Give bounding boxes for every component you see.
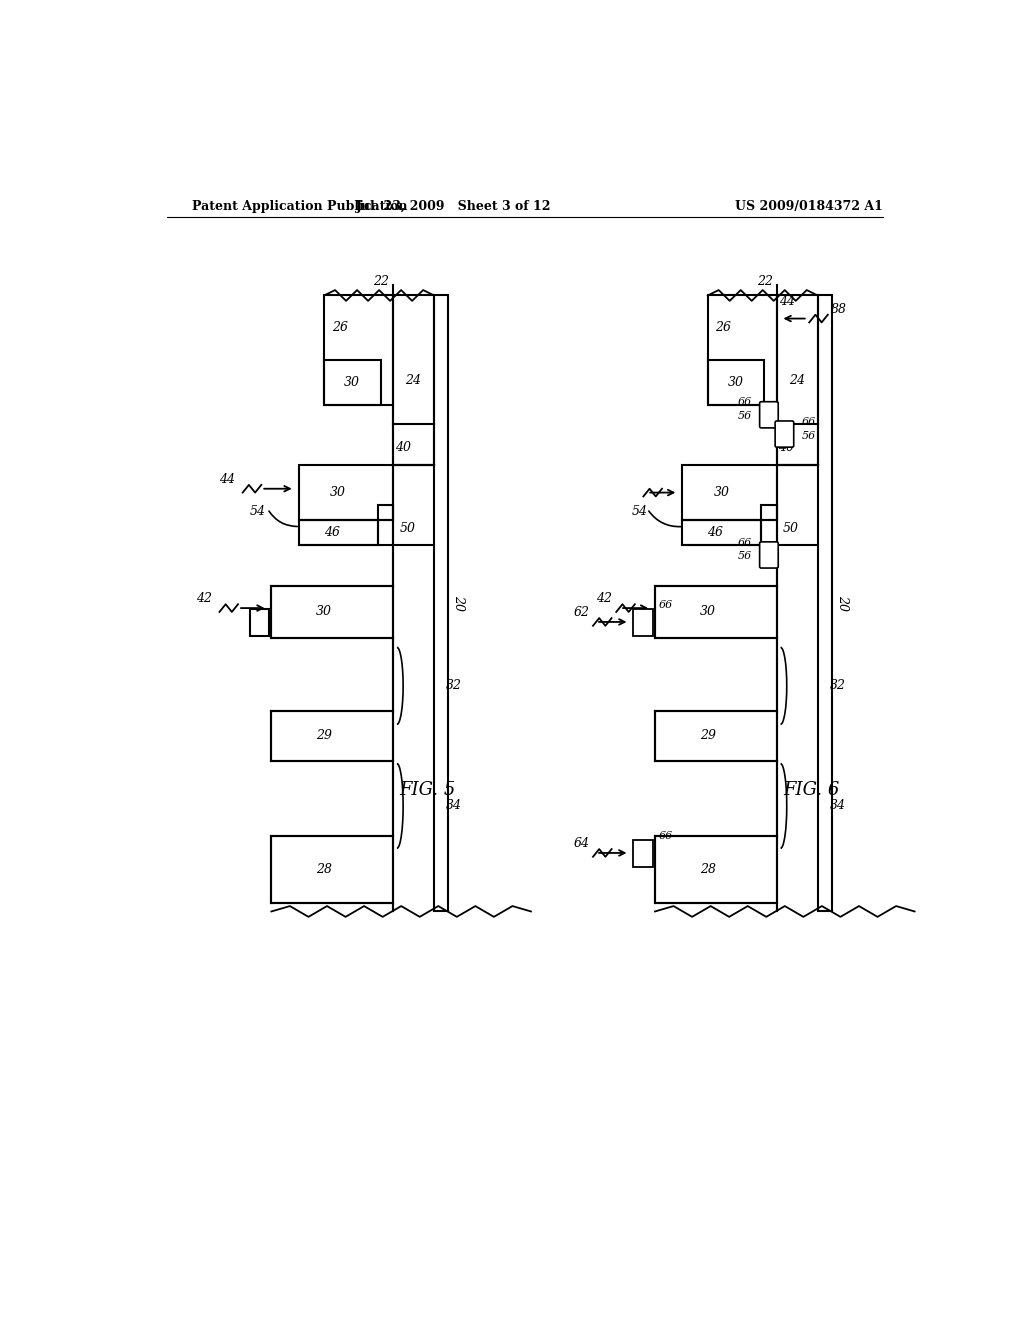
- Text: FIG. 5: FIG. 5: [399, 781, 456, 799]
- Text: Jul. 23, 2009   Sheet 3 of 12: Jul. 23, 2009 Sheet 3 of 12: [355, 201, 551, 214]
- Bar: [655, 836, 776, 903]
- Bar: [761, 506, 776, 545]
- Text: Patent Application Publication: Patent Application Publication: [191, 201, 408, 214]
- Text: 54: 54: [631, 504, 647, 517]
- Text: 50: 50: [399, 523, 416, 536]
- Text: 40: 40: [778, 441, 795, 454]
- Text: 29: 29: [316, 730, 332, 742]
- Bar: [271, 836, 393, 903]
- Text: 66: 66: [658, 601, 673, 610]
- Text: 56: 56: [737, 552, 752, 561]
- Bar: [271, 586, 393, 638]
- Text: 42: 42: [596, 593, 612, 606]
- FancyBboxPatch shape: [760, 401, 778, 428]
- Text: 22: 22: [373, 275, 389, 288]
- Text: 30: 30: [316, 606, 332, 619]
- Text: 46: 46: [324, 527, 340, 539]
- Bar: [324, 296, 393, 405]
- Bar: [633, 840, 652, 867]
- Bar: [633, 609, 652, 636]
- Text: US 2009/0184372 A1: US 2009/0184372 A1: [734, 201, 883, 214]
- Text: 66: 66: [737, 397, 752, 408]
- Bar: [682, 520, 761, 545]
- Text: FIG. 6: FIG. 6: [783, 781, 840, 799]
- Text: 64: 64: [573, 837, 589, 850]
- Text: 26: 26: [332, 321, 347, 334]
- Text: 30: 30: [344, 376, 360, 389]
- FancyBboxPatch shape: [760, 543, 778, 568]
- Text: 32: 32: [829, 680, 846, 693]
- Text: 20: 20: [836, 595, 849, 611]
- Text: 30: 30: [699, 606, 716, 619]
- Text: 34: 34: [445, 800, 462, 813]
- Bar: [299, 465, 393, 520]
- Bar: [776, 296, 818, 465]
- Bar: [818, 296, 831, 911]
- Text: 24: 24: [406, 374, 421, 387]
- Text: 30: 30: [728, 376, 743, 389]
- Text: 20: 20: [453, 595, 466, 611]
- Bar: [378, 506, 393, 545]
- Text: 24: 24: [788, 374, 805, 387]
- Text: 56: 56: [737, 412, 752, 421]
- Text: 32: 32: [445, 680, 462, 693]
- FancyBboxPatch shape: [775, 421, 794, 447]
- Text: 54: 54: [250, 504, 266, 517]
- Text: 22: 22: [757, 275, 773, 288]
- Text: 66: 66: [737, 537, 752, 548]
- Bar: [250, 609, 269, 636]
- Bar: [655, 711, 776, 762]
- Bar: [324, 360, 381, 405]
- Text: 34: 34: [829, 800, 846, 813]
- Text: 50: 50: [783, 523, 799, 536]
- Bar: [271, 711, 393, 762]
- Text: 30: 30: [330, 486, 346, 499]
- Text: 40: 40: [394, 441, 411, 454]
- Text: 88: 88: [830, 302, 847, 315]
- Bar: [708, 360, 764, 405]
- Text: 29: 29: [699, 730, 716, 742]
- Bar: [434, 296, 449, 911]
- Text: 44: 44: [219, 473, 234, 486]
- Text: 56: 56: [636, 847, 649, 858]
- Text: 66: 66: [658, 832, 673, 841]
- Bar: [708, 296, 776, 405]
- Text: 66: 66: [802, 417, 816, 426]
- Text: 44: 44: [779, 296, 796, 308]
- Text: 46: 46: [708, 527, 723, 539]
- Text: 30: 30: [714, 486, 730, 499]
- Text: 56: 56: [802, 430, 816, 441]
- Bar: [393, 296, 434, 465]
- Bar: [299, 520, 378, 545]
- Text: 58: 58: [636, 616, 649, 627]
- Bar: [655, 586, 776, 638]
- Text: 42: 42: [196, 593, 212, 606]
- Text: 62: 62: [573, 606, 589, 619]
- Bar: [682, 465, 776, 520]
- Text: 26: 26: [715, 321, 731, 334]
- Text: 28: 28: [699, 862, 716, 875]
- Text: 28: 28: [316, 862, 332, 875]
